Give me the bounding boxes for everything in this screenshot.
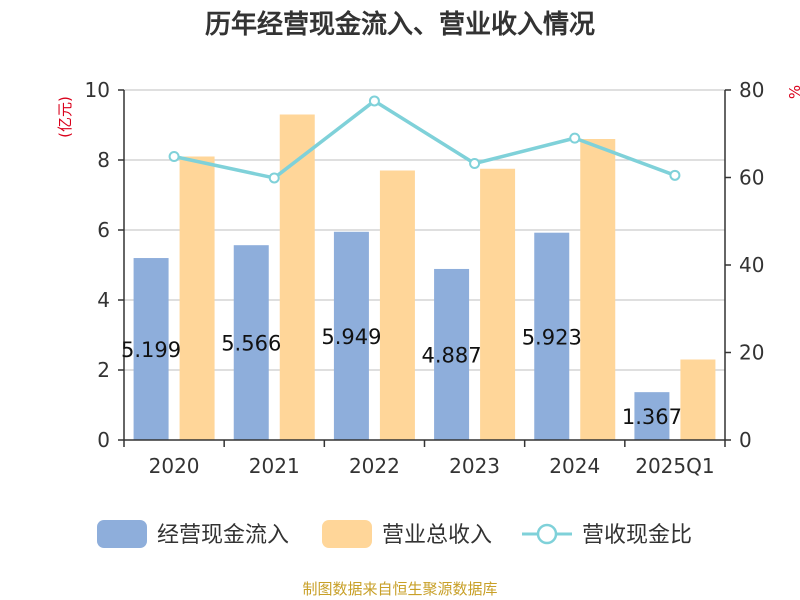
right-axis-unit: % <box>786 85 800 99</box>
data-labels: 5.199 5.566 5.949 4.887 5.923 1.367 <box>121 325 682 429</box>
bar-cash-inflow <box>634 392 670 440</box>
ratio-line <box>173 99 676 180</box>
bar-cash-inflow <box>534 232 570 440</box>
tick-labels: 0 2 4 6 8 10 0 20 40 60 80 2020 2021 2022 2023 2024 2025… <box>85 78 765 478</box>
data-label: 5.949 <box>321 325 381 349</box>
right-tick-label: 0 <box>739 428 752 452</box>
bar-cash-inflow <box>233 245 269 440</box>
left-tick-label: 4 <box>97 288 110 312</box>
left-tick-label: 10 <box>85 78 110 102</box>
data-label: 1.367 <box>622 405 682 429</box>
bar-cash-inflow <box>434 268 470 440</box>
ratio-point <box>268 172 280 184</box>
x-tick-label: 2025Q1 <box>635 454 714 478</box>
data-label: 5.566 <box>221 332 281 356</box>
x-tick-label: 2022 <box>349 454 400 478</box>
legend-swatch-revenue <box>322 520 372 548</box>
ratio-point <box>168 151 180 162</box>
right-tick-label: 40 <box>739 253 764 277</box>
ratio-point <box>368 95 380 107</box>
right-tick-label: 80 <box>739 78 764 102</box>
bar-revenue <box>379 170 415 440</box>
source-note: 制图数据来自恒生聚源数据库 <box>302 580 497 598</box>
gridlines <box>124 89 725 371</box>
data-label: 4.887 <box>422 343 482 367</box>
legend-swatch-cash-inflow <box>97 520 147 548</box>
x-tick-label: 2023 <box>449 454 500 478</box>
data-label: 5.923 <box>522 325 582 349</box>
x-tick-label: 2024 <box>549 454 600 478</box>
ratio-point <box>569 132 581 144</box>
left-tick-label: 0 <box>97 428 110 452</box>
bar-revenue <box>480 168 516 440</box>
legend-swatch-ratio-marker <box>536 523 558 545</box>
legend-label: 营业总收入 <box>382 523 492 548</box>
bar-revenue <box>580 139 616 440</box>
legend: 经营现金流入 营业总收入 营收现金比 <box>97 520 692 548</box>
axes <box>118 89 731 447</box>
ratio-point <box>669 169 681 181</box>
left-tick-label: 6 <box>97 218 110 242</box>
ratio-point <box>469 158 481 169</box>
bar-cash-inflow <box>333 231 369 440</box>
bar-revenue <box>680 359 716 440</box>
bar-revenue <box>279 114 315 440</box>
ratio-line-layer <box>168 95 681 184</box>
left-tick-label: 2 <box>97 358 110 382</box>
left-axis-unit: (亿元) <box>56 96 74 138</box>
right-tick-label: 60 <box>739 166 764 190</box>
bars <box>133 114 716 440</box>
legend-label: 经营现金流入 <box>157 523 289 548</box>
x-tick-label: 2020 <box>149 454 200 478</box>
x-tick-label: 2021 <box>249 454 300 478</box>
bar-cash-inflow <box>133 258 169 440</box>
legend-label: 营收现金比 <box>582 523 692 548</box>
data-label: 5.199 <box>121 338 181 362</box>
bar-revenue <box>179 156 215 440</box>
right-tick-label: 20 <box>739 341 764 365</box>
chart-title: 历年经营现金流入、营业收入情况 <box>205 9 595 40</box>
left-tick-label: 8 <box>97 148 110 172</box>
